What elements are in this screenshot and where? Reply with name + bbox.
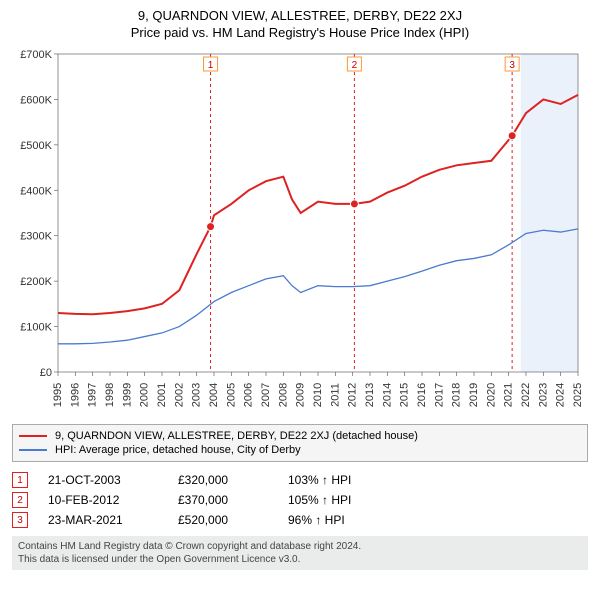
footnote-line: This data is licensed under the Open Gov…: [18, 553, 582, 566]
sales-row: 3 23-MAR-2021 £520,000 96% ↑ HPI: [12, 510, 588, 530]
sale-price: £520,000: [178, 513, 268, 527]
svg-text:2017: 2017: [433, 383, 445, 407]
svg-text:£500K: £500K: [20, 140, 52, 152]
legend-swatch: [19, 449, 47, 451]
legend-item: HPI: Average price, detached house, City…: [19, 443, 581, 457]
legend-label: 9, QUARNDON VIEW, ALLESTREE, DERBY, DE22…: [55, 430, 418, 442]
sale-price: £320,000: [178, 473, 268, 487]
svg-text:2011: 2011: [329, 383, 341, 407]
svg-text:2006: 2006: [243, 383, 255, 407]
svg-text:2: 2: [352, 60, 358, 71]
svg-text:2025: 2025: [572, 383, 584, 407]
svg-text:2016: 2016: [416, 383, 428, 407]
svg-text:2018: 2018: [451, 383, 463, 407]
svg-text:1995: 1995: [52, 383, 64, 407]
svg-text:1998: 1998: [104, 383, 116, 407]
svg-text:2005: 2005: [225, 383, 237, 407]
sale-price: £370,000: [178, 493, 268, 507]
svg-text:2002: 2002: [173, 383, 185, 407]
sale-date: 23-MAR-2021: [48, 513, 158, 527]
svg-text:1996: 1996: [69, 383, 81, 407]
sales-table: 1 21-OCT-2003 £320,000 103% ↑ HPI 2 10-FEB-20…: [12, 470, 588, 530]
chart-title: 9, QUARNDON VIEW, ALLESTREE, DERBY, DE22…: [12, 8, 588, 23]
svg-text:2012: 2012: [347, 383, 359, 407]
svg-text:2015: 2015: [399, 383, 411, 407]
svg-text:£600K: £600K: [20, 94, 52, 106]
svg-text:2019: 2019: [468, 383, 480, 407]
chart-area: £0 £100K £200K £300K £400K £500K £600K £700K 199…: [12, 46, 588, 416]
svg-text:2021: 2021: [503, 383, 515, 407]
svg-text:1997: 1997: [87, 383, 99, 407]
svg-text:2008: 2008: [277, 383, 289, 407]
svg-text:2003: 2003: [191, 383, 203, 407]
svg-text:2004: 2004: [208, 383, 220, 407]
sale-marker-box: 3: [12, 512, 28, 528]
svg-text:2001: 2001: [156, 383, 168, 407]
sale-date: 10-FEB-2012: [48, 493, 158, 507]
legend: 9, QUARNDON VIEW, ALLESTREE, DERBY, DE22…: [12, 424, 588, 462]
price-chart: £0 £100K £200K £300K £400K £500K £600K £700K 199…: [12, 46, 588, 416]
sales-row: 2 10-FEB-2012 £370,000 105% ↑ HPI: [12, 490, 588, 510]
svg-text:£0: £0: [40, 367, 52, 379]
svg-text:£200K: £200K: [20, 276, 52, 288]
svg-text:2007: 2007: [260, 383, 272, 407]
sale-date: 21-OCT-2003: [48, 473, 158, 487]
svg-text:£400K: £400K: [20, 185, 52, 197]
sales-row: 1 21-OCT-2003 £320,000 103% ↑ HPI: [12, 470, 588, 490]
svg-text:3: 3: [509, 60, 515, 71]
svg-text:2009: 2009: [295, 383, 307, 407]
svg-text:2014: 2014: [381, 383, 393, 407]
sale-pct: 103% ↑ HPI: [288, 473, 408, 487]
sale-marker-box: 2: [12, 492, 28, 508]
svg-text:2010: 2010: [312, 383, 324, 407]
svg-text:2024: 2024: [555, 383, 567, 407]
svg-text:2022: 2022: [520, 383, 532, 407]
sale-marker-box: 1: [12, 472, 28, 488]
chart-subtitle: Price paid vs. HM Land Registry's House …: [12, 25, 588, 40]
svg-text:2020: 2020: [485, 383, 497, 407]
svg-text:2013: 2013: [364, 383, 376, 407]
svg-text:1999: 1999: [121, 383, 133, 407]
svg-text:£700K: £700K: [20, 49, 52, 61]
legend-swatch: [19, 435, 47, 437]
svg-text:2000: 2000: [139, 383, 151, 407]
svg-text:£100K: £100K: [20, 322, 52, 334]
svg-text:2023: 2023: [537, 383, 549, 407]
sale-pct: 96% ↑ HPI: [288, 513, 408, 527]
footnote: Contains HM Land Registry data © Crown c…: [12, 536, 588, 570]
svg-text:1: 1: [208, 60, 214, 71]
svg-text:£300K: £300K: [20, 231, 52, 243]
legend-item: 9, QUARNDON VIEW, ALLESTREE, DERBY, DE22…: [19, 429, 581, 443]
legend-label: HPI: Average price, detached house, City…: [55, 444, 301, 456]
sale-pct: 105% ↑ HPI: [288, 493, 408, 507]
footnote-line: Contains HM Land Registry data © Crown c…: [18, 540, 582, 553]
